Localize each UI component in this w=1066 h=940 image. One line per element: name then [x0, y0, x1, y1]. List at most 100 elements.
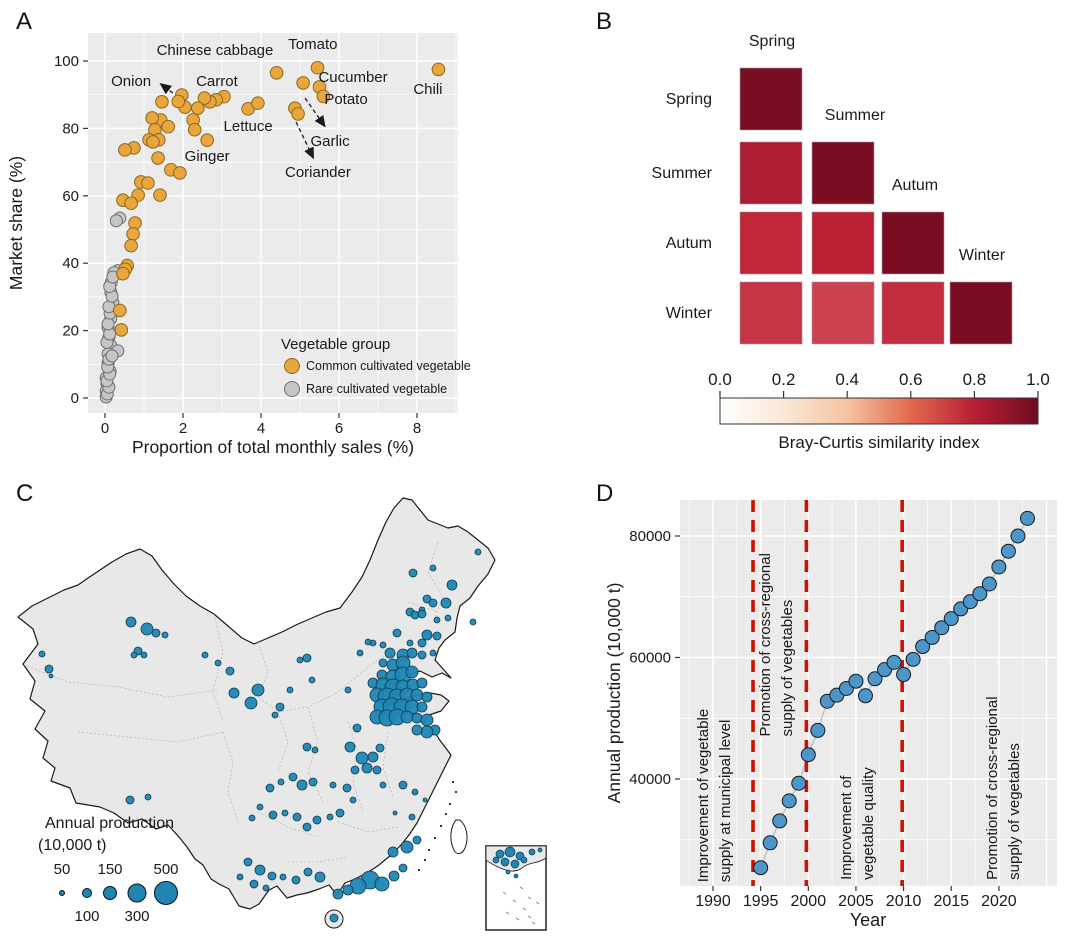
heatmap-row-label: Summer	[652, 165, 713, 182]
taiwan-outline	[450, 819, 468, 855]
map-legend-value: 150	[97, 861, 122, 878]
production-point	[781, 793, 797, 809]
production-bubble	[48, 673, 54, 679]
production-bubble	[329, 913, 339, 923]
y-tick-label: 100	[54, 53, 79, 70]
production-bubble	[384, 647, 396, 659]
production-bubble	[286, 686, 294, 694]
production-bubble	[144, 793, 152, 801]
production-bubble	[265, 783, 275, 793]
production-bubble	[400, 710, 414, 724]
production-point	[857, 688, 873, 704]
legend-label: Rare cultivated vegetable	[306, 382, 447, 396]
annotation-arrow	[304, 97, 326, 128]
coastal-island-dot	[448, 802, 452, 806]
production-bubble	[125, 795, 135, 805]
x-tick-label: 2020	[981, 893, 1017, 910]
vegetable-annotation: Lettuce	[224, 118, 273, 135]
production-point	[981, 576, 997, 592]
panel-label-d: D	[596, 480, 614, 507]
annotation-arrow	[159, 83, 174, 95]
production-bubble	[421, 691, 433, 703]
production-bubble	[267, 871, 277, 881]
production-bubble	[422, 797, 428, 803]
inset-production-bubble	[513, 873, 519, 879]
scatter-point-common	[141, 176, 155, 190]
production-bubble	[201, 651, 209, 659]
production-bubble	[130, 651, 138, 659]
y-tick-label: 20	[62, 323, 79, 340]
production-bubble	[356, 649, 364, 657]
production-point	[943, 611, 959, 627]
vegetable-annotation: Chinese cabbage	[157, 42, 274, 59]
map-legend-circle	[127, 883, 147, 903]
x-tick-label: 2000	[791, 893, 827, 910]
scatter-point-common	[187, 122, 202, 137]
policy-annotation: Promotion of cross-regional	[757, 553, 774, 736]
colorbar-title: Bray-Curtis similarity index	[778, 433, 980, 452]
policy-annotation: vegetable quality	[860, 767, 877, 880]
vegetable-annotation: Ginger	[185, 148, 230, 165]
production-bubble	[417, 609, 427, 619]
inset-production-bubble	[504, 846, 516, 858]
y-axis-title: Market share (%)	[6, 156, 26, 290]
production-bubble	[271, 711, 279, 719]
production-bubble	[428, 598, 438, 608]
map-legend-value: 500	[153, 861, 178, 878]
coastal-island-dot	[451, 780, 455, 784]
production-bubble	[291, 875, 301, 885]
heatmap-cell	[739, 141, 803, 205]
production-bubble	[262, 884, 270, 892]
production-point	[924, 629, 940, 645]
inset-dash-mark	[515, 917, 520, 921]
production-bubble	[292, 812, 302, 822]
coastal-island-dot	[417, 868, 421, 872]
vegetable-annotation: Cucumber	[318, 69, 387, 86]
production-point	[800, 747, 816, 763]
y-tick-label: 40000	[629, 771, 671, 788]
colorbar-tick-label: 0.6	[899, 370, 923, 389]
map-legend-circle	[154, 881, 178, 905]
province-boundary	[382, 731, 394, 798]
production-bubble	[446, 579, 458, 591]
coastal-island-dot	[439, 824, 443, 828]
scatter-point-common	[155, 94, 169, 109]
y-axis-title: Annual production (10,000 t)	[604, 583, 624, 804]
scatter-point-common	[316, 89, 331, 104]
map-legend-circle	[82, 888, 92, 898]
production-bubble	[379, 781, 387, 789]
production-point	[762, 835, 778, 851]
production-point	[1010, 528, 1026, 544]
production-bubble	[361, 762, 373, 774]
production-bubble	[326, 813, 334, 821]
production-bubble	[387, 846, 399, 858]
production-bubble	[342, 884, 354, 896]
production-bubble	[420, 713, 434, 727]
policy-annotation: Improvement of	[838, 775, 855, 880]
production-bubble	[392, 810, 398, 816]
map-legend-value: 50	[54, 861, 71, 878]
heatmap-cell	[739, 211, 803, 275]
map-legend-title: (10,000 t)	[38, 837, 106, 854]
production-bubble	[256, 803, 264, 811]
production-bubble	[411, 788, 419, 796]
heatmap-row-label: Winter	[666, 305, 713, 322]
inset-production-bubble	[510, 859, 520, 869]
colorbar-tick-label: 0.0	[708, 370, 732, 389]
production-bubble	[243, 857, 253, 867]
production-bubble	[314, 871, 326, 883]
inset-dash-mark	[531, 921, 536, 925]
panel-d-annual-production-timeseries: Improvement of vegetable supply at munici…	[604, 500, 1057, 930]
production-bubble	[350, 765, 360, 775]
production-bubble	[367, 751, 379, 763]
production-bubble	[408, 813, 416, 821]
scatter-point-common	[431, 62, 446, 77]
panel-c-china-production-map: Annual production (10,000 t) 50 100 150 300 50…	[17, 497, 547, 931]
inset-dash-mark	[527, 896, 532, 900]
production-point	[848, 673, 864, 689]
scatter-point-common	[114, 323, 129, 337]
production-bubble	[375, 743, 385, 753]
production-bubble	[254, 864, 266, 876]
policy-annotation: supply of vegetables	[779, 600, 796, 737]
inset-production-bubble	[500, 857, 510, 867]
